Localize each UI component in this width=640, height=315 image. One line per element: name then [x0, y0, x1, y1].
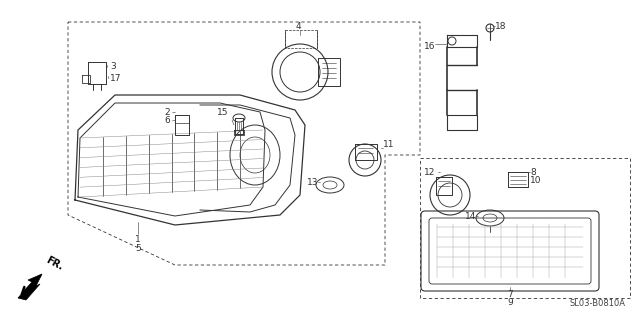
Text: 13: 13	[307, 178, 318, 187]
Text: FR.: FR.	[44, 255, 65, 272]
Text: 5: 5	[135, 244, 141, 253]
Text: 17: 17	[110, 74, 122, 83]
Text: 10: 10	[530, 176, 541, 185]
Text: 16: 16	[424, 42, 435, 51]
Text: 15: 15	[216, 108, 228, 117]
Text: SL03-B0810A: SL03-B0810A	[569, 299, 625, 308]
Text: 2: 2	[164, 108, 170, 117]
Text: 12: 12	[424, 168, 435, 177]
Polygon shape	[18, 274, 42, 300]
Text: 9: 9	[507, 298, 513, 307]
Text: 4: 4	[295, 22, 301, 31]
Text: 14: 14	[465, 212, 476, 221]
Text: 3: 3	[110, 62, 116, 71]
Text: 8: 8	[530, 168, 536, 177]
Text: 18: 18	[495, 22, 506, 31]
Text: 1: 1	[135, 235, 141, 244]
Text: 6: 6	[164, 116, 170, 125]
Text: 11: 11	[383, 140, 394, 149]
Text: 7: 7	[507, 290, 513, 299]
